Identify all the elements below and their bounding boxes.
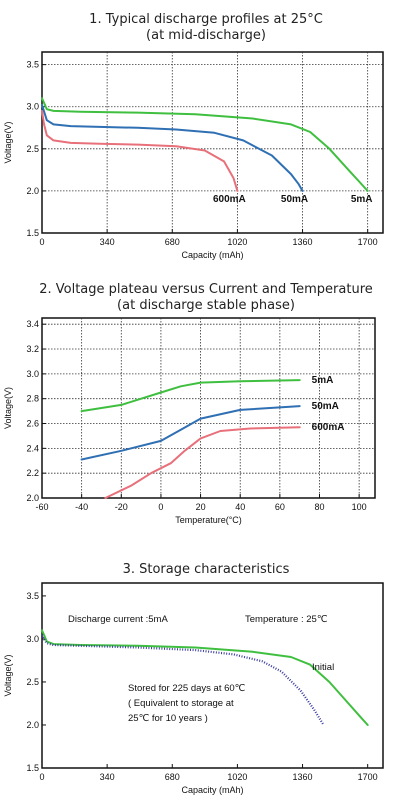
chart2-ytick-label: 3.2: [26, 344, 39, 354]
chart3-ytick-label: 2.5: [26, 677, 39, 687]
chart2-ytick-label: 2.8: [26, 394, 39, 404]
chart3-ytick-label: 3.0: [26, 634, 39, 644]
chart2-ytick-label: 2.6: [26, 419, 39, 429]
chart2-title: 2. Voltage plateau versus Current and Te…: [0, 282, 412, 314]
chart1-title-line1: 1. Typical discharge profiles at 25°C: [89, 12, 323, 27]
chart3-xtick-label: 0: [39, 772, 44, 782]
chart1-series-label-2: 5mA: [351, 194, 373, 205]
chart2-ytick-label: 2.2: [26, 468, 39, 478]
chart3-note-temperature: Temperature : 25℃: [245, 614, 328, 625]
chart1-series-line-1: [41, 104, 304, 192]
chart3-ytick-label: 2.0: [26, 720, 39, 730]
chart2-series-line-2: [104, 426, 301, 499]
chart3-xtick-label: 1020: [227, 772, 247, 782]
chart3-series-line-0: [41, 629, 369, 726]
chart2-ytick-label: 3.0: [26, 369, 39, 379]
chart2-plot-frame: [41, 317, 376, 499]
chart1-svg: 1.5 2.0 2.5 3.0 3.5 0 340 680 1020 1360 1700 Capaci…: [3, 51, 384, 260]
chart3-svg: 1.5 2.0 2.5 3.0 3.5 0 340 680 1020 1360 1700 Capaci…: [3, 582, 384, 795]
chart1-ytick-label: 2.5: [26, 144, 39, 154]
chart3-note-current: Discharge current :5mA: [68, 614, 168, 625]
chart1-xtick-label: 0: [39, 237, 44, 247]
chart1-xtick-label: 1020: [227, 237, 247, 247]
chart1-ytick-label: 2.0: [26, 186, 39, 196]
chart2-series-label-1: 50mA: [312, 401, 339, 412]
chart1-title-line2: (at mid-discharge): [146, 28, 266, 43]
chart1-series-line-0: [41, 109, 239, 192]
chart3-series-label-initial: Initial: [312, 662, 334, 673]
chart2-xtick-label: 60: [275, 502, 285, 512]
chart1-ytick-label: 1.5: [26, 228, 39, 238]
chart1-xaxis-label: Capacity (mAh): [181, 250, 243, 260]
chart3-note-storage-3: 25℃ for 10 years ): [128, 713, 208, 724]
chart2-title-line1: 2. Voltage plateau versus Current and Te…: [39, 282, 373, 297]
chart1-series-line-2: [41, 97, 369, 192]
chart1-xtick-label: 1360: [293, 237, 313, 247]
chart1-ytick-label: 3.0: [26, 102, 39, 112]
chart2-xtick-label: -60: [35, 502, 48, 512]
chart2-ytick-label: 2.4: [26, 443, 39, 453]
chart3-ytick-label: 1.5: [26, 763, 39, 773]
chart2-series-line-0: [80, 379, 301, 413]
chart1-yaxis-label: Voltage(V): [3, 121, 13, 163]
chart3-title-line1: 3. Storage characteristics: [122, 562, 290, 577]
chart2-xtick-label: 40: [235, 502, 245, 512]
chart3-ytick-label: 3.5: [26, 591, 39, 601]
chart1-xtick-label: 680: [165, 237, 180, 247]
chart2-xtick-label: 100: [352, 502, 367, 512]
chart3-note-storage-1: Stored for 225 days at 60℃: [128, 683, 246, 694]
chart3-title: 3. Storage characteristics: [0, 562, 412, 578]
chart2-xtick-label: -40: [75, 502, 88, 512]
chart1-series-label-1: 50mA: [281, 194, 308, 205]
chart3-series-line-1: [40, 634, 325, 726]
chart3-xtick-label: 340: [100, 772, 115, 782]
chart2-ytick-label: 3.4: [26, 319, 39, 329]
chart3-note-storage-2: ( Equivalent to storage at: [128, 698, 234, 709]
chart1-plot-frame: [41, 51, 384, 234]
chart1-xtick-label: 340: [100, 237, 115, 247]
chart2-xaxis-label: Temperature(°C): [175, 515, 242, 525]
chart1-title: 1. Typical discharge profiles at 25°C (a…: [0, 12, 412, 44]
chart2-xtick-label: 0: [158, 502, 163, 512]
chart2-series-label-0: 5mA: [312, 375, 334, 386]
chart2-xtick-label: -20: [115, 502, 128, 512]
chart2-svg: 2.0 2.2 2.4 2.6 2.8 3.0 3.2 3.4 -60 -40 -20 0 20 40 60…: [3, 317, 376, 525]
chart3-xaxis-label: Capacity (mAh): [181, 785, 243, 795]
chart2-series-line-1: [80, 405, 301, 461]
chart3-xtick-label: 1700: [358, 772, 378, 782]
chart2-yaxis-label: Voltage(V): [3, 387, 13, 429]
chart1-ytick-label: 3.5: [26, 60, 39, 70]
chart2-xtick-label: 80: [314, 502, 324, 512]
chart2-xtick-label: 20: [196, 502, 206, 512]
chart2-series-label-2: 600mA: [312, 422, 345, 433]
chart2-ytick-label: 2.0: [26, 493, 39, 503]
chart3-plot-frame: [41, 582, 384, 769]
chart1-xtick-label: 1700: [358, 237, 378, 247]
chart2-title-line2: (at discharge stable phase): [117, 298, 295, 313]
chart3-yaxis-label: Voltage(V): [3, 654, 13, 696]
chart3-xtick-label: 1360: [293, 772, 313, 782]
chart3-xtick-label: 680: [165, 772, 180, 782]
chart1-series-label-0: 600mA: [213, 194, 246, 205]
